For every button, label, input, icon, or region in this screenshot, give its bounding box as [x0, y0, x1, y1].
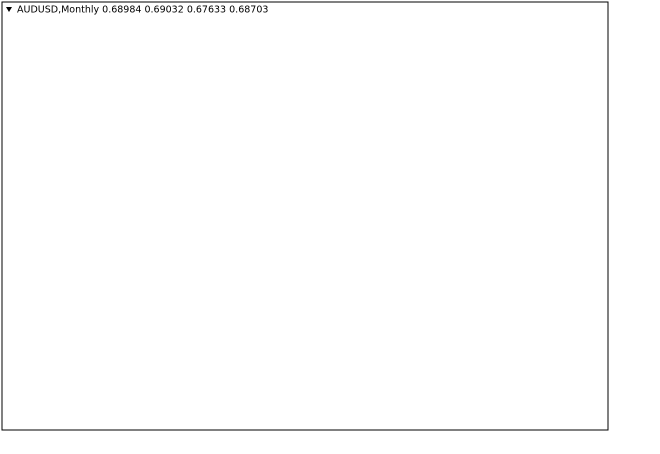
header-low: 0.67633 [187, 4, 226, 15]
header-high: 0.69032 [144, 4, 183, 15]
chart-title: AUDUSD,Monthly [17, 4, 100, 15]
header-close: 0.68703 [229, 4, 268, 15]
chart-header: AUDUSD,Monthly 0.68984 0.69032 0.67633 0… [17, 4, 268, 15]
header-open: 0.68984 [102, 4, 141, 15]
plot-frame [1, 1, 609, 431]
collapse-icon[interactable] [6, 7, 12, 12]
